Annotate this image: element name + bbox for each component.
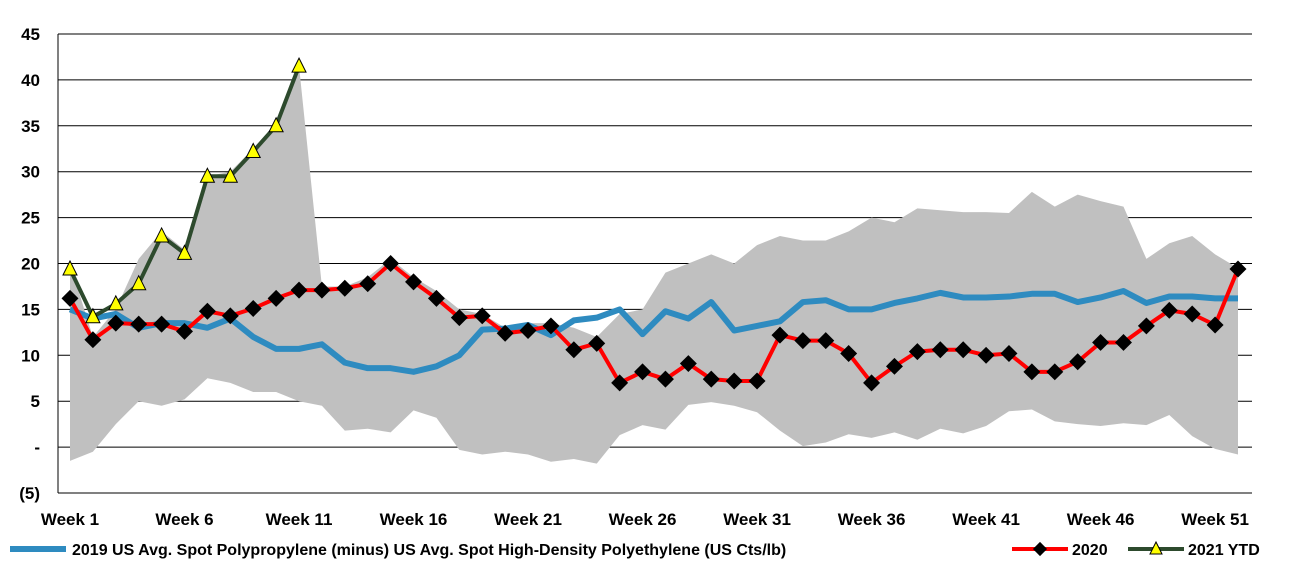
- y-tick-label: 10: [21, 346, 40, 365]
- legend-marker-2021: [1149, 540, 1163, 555]
- series-2020-point: [908, 343, 926, 361]
- series-2021-point: [176, 244, 193, 260]
- series-2020-point: [931, 341, 949, 359]
- series-2021-point: [62, 259, 78, 276]
- series-2020-point: [634, 363, 652, 381]
- series-2020-point: [679, 355, 697, 373]
- x-tick-label: Week 26: [609, 510, 677, 529]
- series-2020-point: [473, 307, 491, 325]
- series-2020-point: [405, 273, 423, 291]
- series-2021-point: [291, 57, 307, 73]
- series-2020-point: [496, 324, 514, 342]
- x-tick-label: Week 11: [266, 510, 333, 529]
- x-tick-label: Week 51: [1181, 510, 1249, 529]
- y-tick-label: 30: [21, 163, 40, 182]
- series-2020-point: [198, 302, 216, 320]
- x-tick-label: Week 21: [494, 510, 562, 529]
- series-2020-point: [221, 307, 239, 325]
- series-2020-point: [382, 255, 400, 272]
- legend-marker-2020: [1032, 541, 1048, 557]
- series-2020-point: [267, 289, 285, 307]
- y-tick-label: 15: [21, 300, 40, 319]
- series-2020-point: [107, 314, 125, 332]
- x-tick-label: Week 16: [380, 510, 448, 529]
- series-2020-point: [153, 315, 171, 333]
- x-tick-label: Week 41: [952, 510, 1020, 529]
- axes: [57, 34, 1252, 494]
- x-tick-label: Week 46: [1067, 510, 1135, 529]
- series-2020-point: [244, 299, 262, 317]
- series-2021-point: [130, 274, 147, 291]
- legend-label-2021: 2021 YTD: [1188, 542, 1260, 559]
- series-2021-point: [107, 294, 124, 311]
- y-tick-label: (5): [19, 484, 40, 503]
- series-2020-line: [68, 261, 1240, 385]
- series-2021-ytd: [62, 57, 307, 324]
- series-2020-point: [863, 374, 881, 392]
- series-2020-point: [519, 322, 537, 339]
- series-2021-point: [222, 167, 239, 183]
- series-2021-point: [85, 307, 101, 324]
- series-2020-point: [450, 309, 468, 327]
- legend-label-2020: 2020: [1072, 542, 1108, 559]
- series-2020-point: [290, 281, 308, 299]
- x-tick-label: Week 1: [41, 510, 99, 529]
- y-axis-tick-labels: (5) - 5 10 15 20 25 30 35 40 45: [19, 25, 40, 503]
- legend: 2019 US Avg. Spot Polypropylene (minus) …: [10, 540, 1260, 559]
- series-2020-point: [130, 315, 148, 333]
- x-axis-tick-labels: Week 1 Week 6 Week 11 Week 16 Week 21 Week 26…: [41, 510, 1249, 529]
- series-2020-point: [427, 289, 445, 307]
- series-2020-point: [977, 346, 995, 364]
- series-2020-point: [954, 341, 972, 359]
- series-2020-point: [1000, 344, 1018, 362]
- series-2020-point: [84, 331, 102, 349]
- series-2020-point: [656, 370, 674, 388]
- x-tick-label: Week 31: [723, 510, 791, 529]
- series-2020-point: [840, 344, 858, 362]
- series-2020-point: [771, 326, 789, 344]
- series-2020-point: [336, 279, 354, 297]
- series-2020-point: [542, 317, 560, 335]
- series-2021-point: [245, 142, 262, 159]
- legend-label-2019: 2019 US Avg. Spot Polypropylene (minus) …: [72, 542, 786, 559]
- series-2020-point: [313, 281, 331, 299]
- x-tick-label: Week 36: [838, 510, 906, 529]
- series-2019: [68, 288, 1238, 375]
- series-2021-point: [268, 116, 284, 133]
- series-2021-point: [153, 226, 170, 243]
- series-2020-point: [725, 372, 743, 390]
- y-tick-label: -: [34, 438, 40, 457]
- series-2020-point: [588, 334, 606, 352]
- series-2020-point: [359, 275, 377, 293]
- series-2020-point: [794, 332, 812, 350]
- y-tick-label: 25: [21, 209, 40, 228]
- y-tick-label: 35: [21, 117, 40, 136]
- series-2020: [61, 255, 1247, 392]
- series-2020-point: [61, 289, 79, 307]
- series-2020-point: [885, 357, 903, 375]
- y-tick-label: 40: [21, 71, 40, 90]
- series-2021-point: [199, 167, 216, 183]
- series-2019-line: [68, 288, 1238, 375]
- y-tick-label: 45: [21, 25, 40, 44]
- series-2020-point: [817, 332, 835, 350]
- y-tick-label: 20: [21, 255, 40, 274]
- x-tick-label: Week 6: [155, 510, 213, 529]
- series-2020-point: [748, 372, 766, 390]
- series-2020-point: [611, 374, 629, 392]
- series-2020-point: [565, 341, 583, 359]
- series-2020-point: [176, 322, 193, 340]
- series-2020-point: [702, 370, 720, 388]
- y-tick-label: 5: [31, 392, 40, 411]
